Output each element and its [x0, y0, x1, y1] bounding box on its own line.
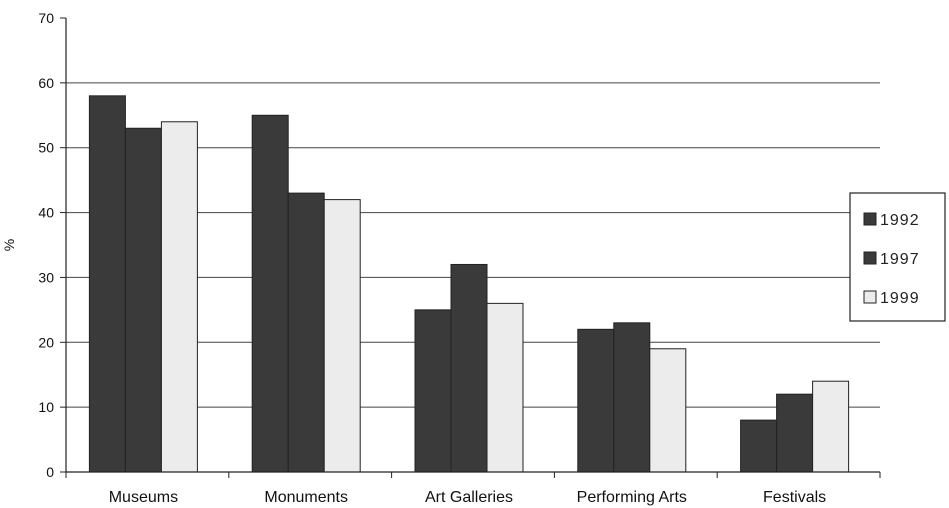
x-category-label: Art Galleries — [425, 489, 513, 506]
legend-label-1992: 1992 — [880, 212, 920, 229]
x-category-label: Museums — [109, 489, 178, 506]
bar-1997-performing-arts — [613, 322, 651, 473]
x-category-label: Monuments — [264, 489, 348, 506]
legend-swatch-1992 — [863, 212, 877, 226]
x-category-label: Performing Arts — [577, 489, 687, 506]
y-tick-label: 40 — [38, 205, 54, 221]
y-tick-label: 20 — [38, 334, 54, 350]
y-tick-label: 10 — [38, 399, 54, 415]
bar-1999-museums — [160, 121, 198, 473]
bar-1997-museums — [124, 127, 162, 473]
legend-label-1997: 1997 — [880, 251, 920, 268]
bar-1997-festivals — [776, 393, 814, 473]
legend-swatch-1999 — [863, 290, 877, 304]
bar-1992-art-galleries — [414, 309, 452, 473]
bars — [88, 95, 850, 473]
legend-swatch-1997 — [863, 251, 877, 265]
bar-1992-performing-arts — [577, 328, 615, 473]
y-tick-label: 30 — [38, 269, 54, 285]
y-tick-label: 0 — [46, 464, 54, 480]
bar-1992-museums — [88, 95, 126, 473]
legend: 1992 1997 1999 — [849, 192, 946, 322]
y-axis-label: % — [1, 239, 17, 251]
x-axis: Museums Monuments Art Galleries Performing … — [65, 471, 881, 506]
x-category-label: Festivals — [763, 489, 826, 506]
bar-1999-festivals — [812, 380, 850, 473]
bar-1999-monuments — [323, 199, 361, 473]
bar-1997-art-galleries — [450, 263, 488, 473]
y-axis: 0 10 20 30 40 50 60 70 — [38, 10, 67, 480]
bar-1999-performing-arts — [649, 348, 687, 473]
bar-1999-art-galleries — [486, 302, 524, 473]
legend-label-1999: 1999 — [880, 290, 920, 307]
bar-1992-monuments — [251, 114, 289, 473]
y-tick-label: 70 — [38, 10, 54, 26]
bar-1992-festivals — [740, 419, 778, 473]
bar-1997-monuments — [287, 192, 325, 473]
y-tick-label: 50 — [38, 140, 54, 156]
y-tick-label: 60 — [38, 75, 54, 91]
